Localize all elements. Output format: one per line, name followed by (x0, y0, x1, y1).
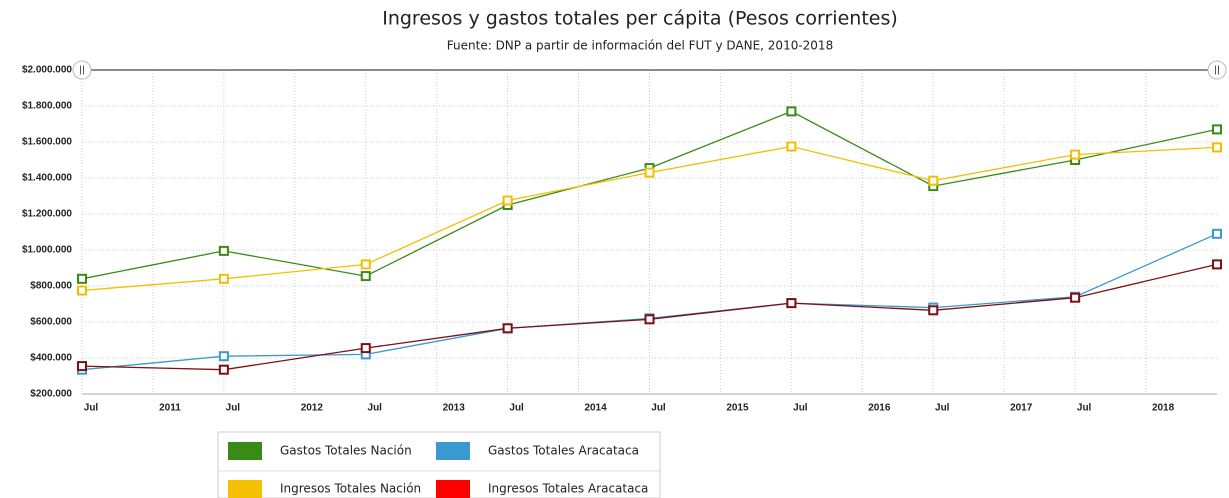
point-marker (218, 273, 229, 284)
legend-swatch (436, 480, 470, 498)
x-tick-label: Jul (793, 403, 808, 414)
y-tick-label: $800.000 (30, 281, 72, 292)
x-tick-label: 2012 (301, 403, 324, 414)
chart-title: Ingresos y gastos totales per cápita (Pe… (382, 8, 898, 30)
x-tick-label: Jul (935, 403, 950, 414)
x-tick-label: Jul (84, 403, 99, 414)
legend-swatch (228, 442, 262, 460)
range-handle[interactable] (1207, 60, 1227, 80)
x-tick-label: Jul (368, 403, 383, 414)
point-marker (218, 245, 229, 256)
x-tick-label: 2018 (1152, 403, 1175, 414)
point-marker (77, 273, 87, 284)
chart-subtitle: Fuente: DNP a partir de información del … (447, 39, 833, 53)
legend-swatch (228, 480, 262, 498)
x-tick-label: 2017 (1010, 403, 1033, 414)
legend-label: Gastos Totales Nación (280, 444, 412, 458)
legend-label: Ingresos Totales Nación (280, 482, 421, 496)
range-handle-icon: || (79, 66, 85, 76)
point-marker (644, 314, 655, 325)
x-tick-label: Jul (651, 403, 666, 414)
point-marker (360, 271, 371, 282)
x-tick-label: 2013 (443, 403, 466, 414)
point-marker (786, 298, 797, 309)
x-tick-label: Jul (1077, 403, 1092, 414)
point-marker (218, 351, 229, 362)
point-marker (1070, 292, 1081, 303)
point-marker (1212, 228, 1222, 239)
legend-label: Ingresos Totales Aracataca (488, 482, 648, 496)
y-tick-label: $2.000.000 (22, 65, 72, 76)
x-tick-label: Jul (226, 403, 241, 414)
y-tick-label: $600.000 (30, 317, 72, 328)
point-marker (502, 323, 513, 334)
point-marker (77, 285, 87, 296)
point-marker (1212, 142, 1222, 153)
point-marker (786, 141, 797, 152)
x-tick-label: 2016 (868, 403, 891, 414)
point-marker (360, 259, 371, 270)
grid (81, 69, 1217, 395)
point-marker (644, 167, 655, 178)
y-tick-label: $1.200.000 (22, 209, 72, 220)
x-tick-label: 2014 (584, 403, 607, 414)
x-tick-label: Jul (509, 403, 524, 414)
y-tick-label: $200.000 (30, 389, 72, 400)
point-marker (1212, 124, 1222, 135)
point-marker (77, 361, 87, 372)
y-tick-label: $400.000 (30, 353, 72, 364)
y-tick-label: $1.800.000 (22, 101, 72, 112)
y-tick-label: $1.000.000 (22, 245, 72, 256)
point-marker (1212, 259, 1222, 270)
x-tick-label: 2015 (726, 403, 749, 414)
legend-swatch (436, 442, 470, 460)
range-handle[interactable] (72, 60, 92, 80)
point-marker (218, 364, 229, 375)
x-tick-label: 2011 (159, 403, 181, 414)
legend-label: Gastos Totales Aracataca (488, 444, 639, 458)
point-marker (928, 305, 939, 316)
point-marker (928, 175, 939, 186)
range-handle-icon: || (1214, 66, 1220, 76)
y-tick-label: $1.400.000 (22, 173, 72, 184)
point-marker (1070, 149, 1081, 160)
y-tick-label: $1.600.000 (22, 137, 72, 148)
point-marker (360, 343, 371, 354)
point-marker (502, 195, 513, 206)
point-marker (786, 106, 797, 117)
